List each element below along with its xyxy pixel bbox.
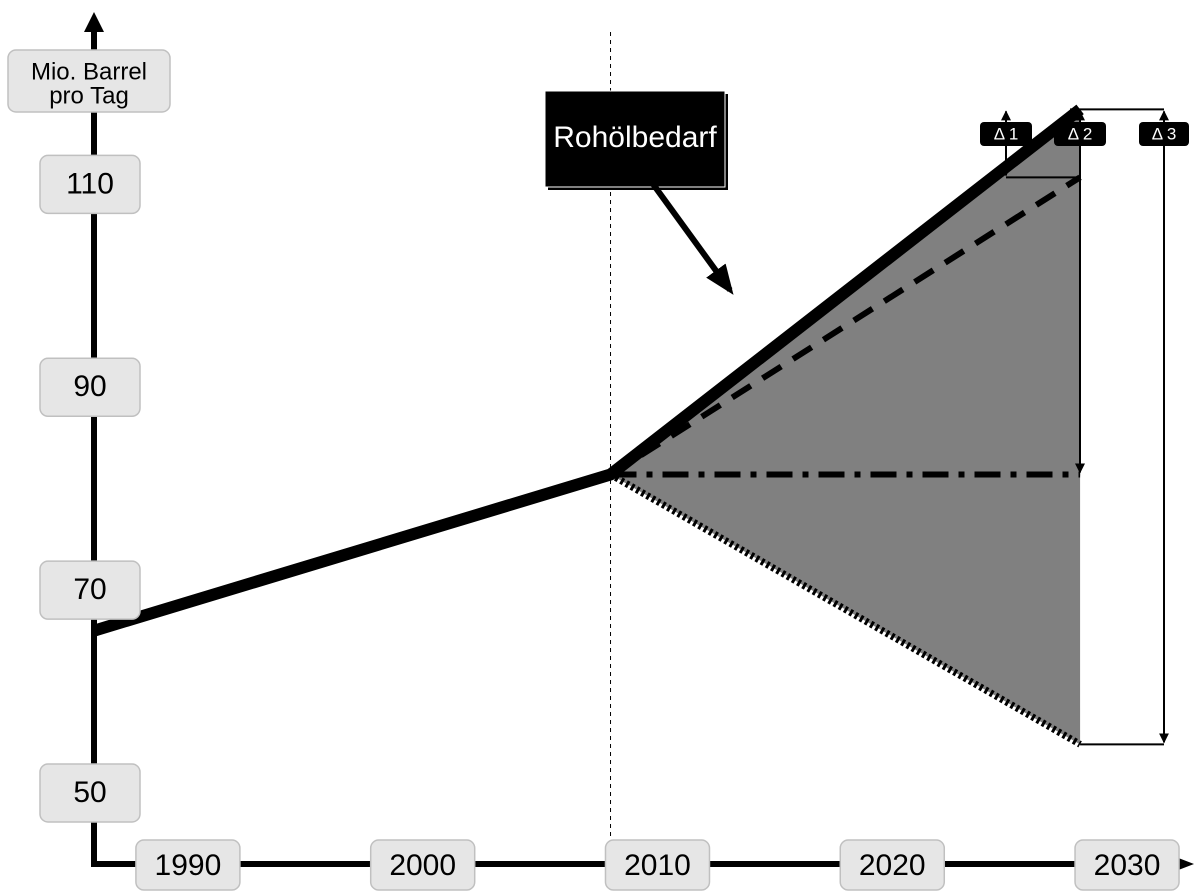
forecast-range-area — [610, 109, 1081, 745]
y-tick-label: 110 — [66, 167, 114, 200]
y-tick-label: 70 — [73, 573, 106, 606]
x-tick-label: 2000 — [389, 849, 456, 882]
series-line-rohoelbedarf — [92, 104, 1084, 637]
delta-badge — [1139, 122, 1189, 146]
x-tick-box — [135, 839, 241, 891]
y-tick-label: 90 — [73, 370, 106, 403]
callout-label: Rohölbedarf — [553, 121, 717, 154]
delta-label: Δ 3 — [1152, 124, 1177, 143]
y-tick-box — [39, 560, 141, 620]
x-tick-label: 2030 — [1094, 849, 1161, 882]
y-axis-label-line-2: pro Tag — [49, 82, 129, 109]
y-tick-box — [39, 357, 141, 418]
x-tick-box — [604, 839, 711, 891]
delta-badge — [980, 122, 1032, 146]
x-tick-box — [839, 839, 946, 891]
y-tick-labels: 50 70 90 110 — [39, 154, 141, 823]
y-axis-arrow-icon — [84, 12, 104, 32]
series-line-dashed — [608, 174, 1082, 478]
delta-label: Δ 2 — [1068, 124, 1093, 143]
y-axis-label: Mio. Barrel pro Tag — [7, 49, 171, 113]
x-tick-box — [369, 839, 476, 891]
y-tick-box — [39, 154, 141, 215]
y-tick-box — [39, 763, 141, 823]
y-axis-label-line-1: Mio. Barrel — [31, 58, 147, 85]
x-tick-label: 1990 — [155, 849, 222, 882]
callout-arrow — [634, 160, 734, 295]
delta-label: Δ 1 — [994, 124, 1019, 143]
delta-brackets: Δ 1 Δ 2 Δ 3 — [980, 108, 1189, 746]
x-tick-labels: 1990 2000 2010 2020 2030 — [135, 839, 1180, 891]
rohoelbedarf-callout: Rohölbedarf — [544, 90, 734, 295]
x-tick-box — [1074, 839, 1180, 891]
y-tick-label: 50 — [73, 776, 106, 809]
x-tick-label: 2020 — [859, 849, 926, 882]
delta-badge — [1054, 122, 1106, 146]
series-line-dotted — [608, 471, 1082, 748]
x-tick-label: 2010 — [624, 849, 691, 882]
